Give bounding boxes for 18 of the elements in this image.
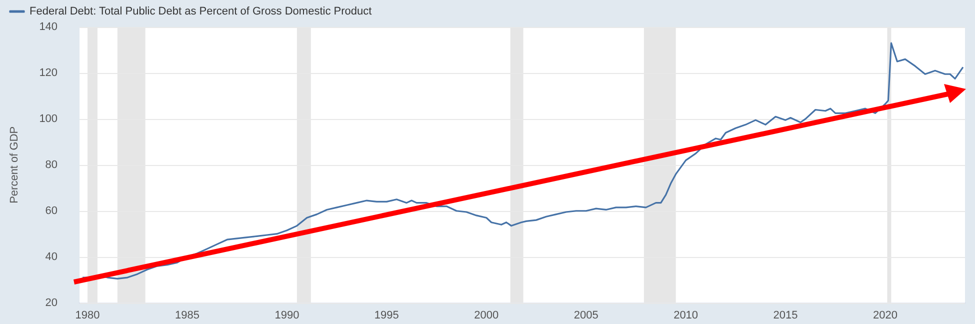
y-tick-label: 40 xyxy=(45,250,58,263)
x-tick-label: 2010 xyxy=(674,309,698,322)
x-tick-label: 1995 xyxy=(374,309,399,322)
y-axis-title: Percent of GDP xyxy=(8,126,21,204)
x-tick-label: 2020 xyxy=(872,309,898,322)
y-tick-label: 20 xyxy=(45,296,58,309)
x-tick-label: 1990 xyxy=(274,309,300,322)
y-tick-label: 60 xyxy=(45,204,58,217)
x-tick-label: 2015 xyxy=(773,309,798,322)
y-tick-label: 100 xyxy=(39,112,58,125)
x-tick-label: 2005 xyxy=(574,309,598,322)
y-tick-label: 120 xyxy=(39,67,58,79)
legend-label: Federal Debt: Total Public Debt as Percent of Gross Domestic Product xyxy=(30,6,372,18)
x-tick-label: 1985 xyxy=(175,309,200,322)
y-tick-label: 80 xyxy=(45,158,58,171)
x-tick-label: 1980 xyxy=(75,309,100,322)
y-tick-label: 140 xyxy=(39,21,58,34)
x-tick-label: 2000 xyxy=(474,309,499,322)
